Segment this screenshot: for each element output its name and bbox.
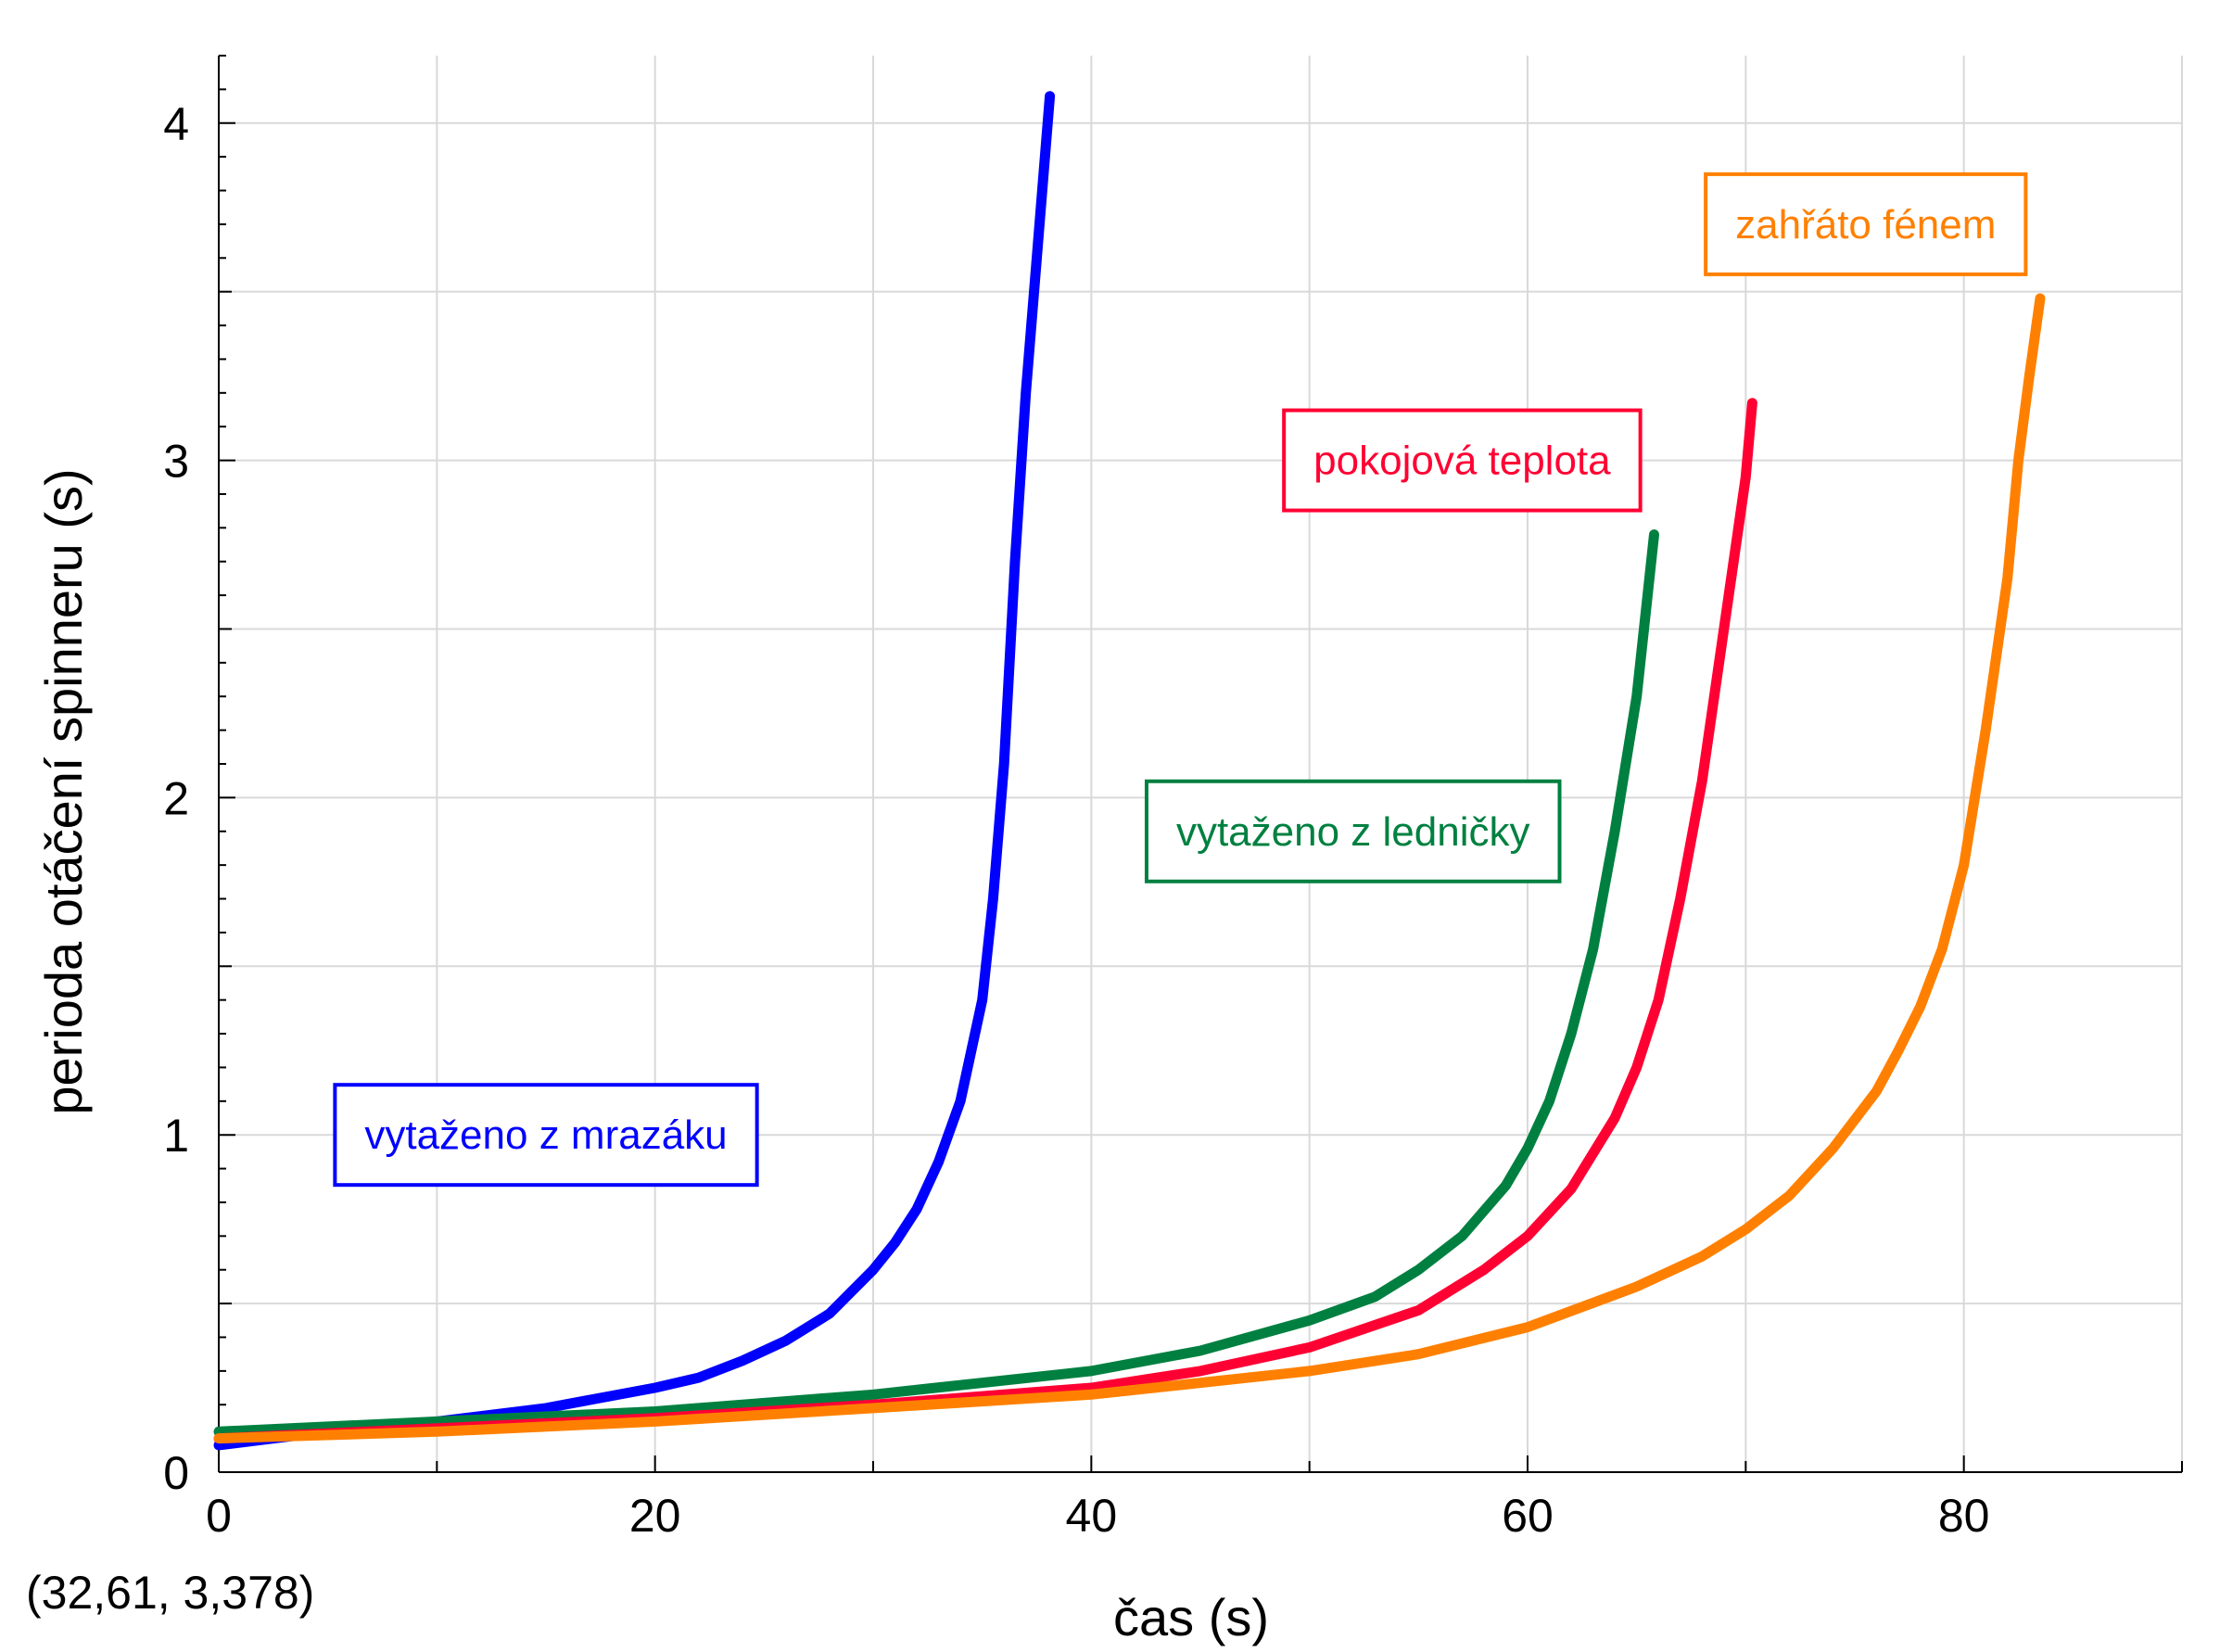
x-tick-label: 60 xyxy=(1502,1490,1554,1542)
series-label-box-1: vytaženo z ledničky xyxy=(1144,779,1562,883)
series-label-box-2: pokojová teplota xyxy=(1282,408,1643,513)
x-axis-label: čas (s) xyxy=(1113,1588,1269,1646)
annotations: vytaženo z mrazáku vytaženo z ledničky pok… xyxy=(333,172,2028,1188)
cursor-readout: (32,61, 3,378) xyxy=(26,1567,314,1619)
y-tick-label: 3 xyxy=(163,436,189,488)
y-tick-label: 2 xyxy=(163,772,189,824)
y-tick-label: 4 xyxy=(163,98,189,150)
series-label-frame-3 xyxy=(1704,172,2028,276)
y-axis-label: perioda otáčení spinneru (s) xyxy=(34,468,93,1114)
series-line-1 xyxy=(213,529,1659,1437)
y-tick-label: 1 xyxy=(163,1110,189,1162)
axes: 0 20 40 60 80 0 1 2 3 4 xyxy=(163,55,2183,1542)
series-label-frame-0 xyxy=(333,1083,759,1188)
series-line-3 xyxy=(213,293,2046,1444)
x-tick-label: 80 xyxy=(1938,1490,1990,1542)
series-layer xyxy=(213,91,2046,1451)
series-label-3: zahřáto fénem xyxy=(1735,202,1996,248)
series-label-frame-1 xyxy=(1144,779,1562,883)
series-line-2 xyxy=(213,398,1757,1444)
x-tick-label: 40 xyxy=(1066,1490,1118,1542)
series-label-box-0: vytaženo z mrazáku xyxy=(333,1083,759,1188)
series-label-box-3: zahřáto fénem xyxy=(1704,172,2028,276)
x-tick-label: 0 xyxy=(206,1490,232,1542)
series-line-0 xyxy=(213,91,1056,1451)
series-label-0: vytaženo z mrazáku xyxy=(364,1112,727,1158)
y-tick-label: 0 xyxy=(163,1447,189,1499)
x-tick-label: 20 xyxy=(629,1490,681,1542)
series-label-2: pokojová teplota xyxy=(1313,438,1611,484)
series-label-frame-2 xyxy=(1282,408,1643,513)
series-label-1: vytaženo z ledničky xyxy=(1176,809,1530,855)
